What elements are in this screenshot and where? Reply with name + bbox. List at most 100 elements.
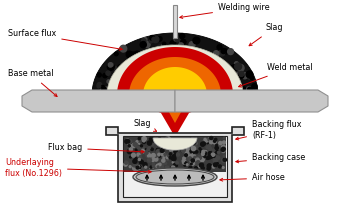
Circle shape (179, 87, 183, 91)
Circle shape (215, 87, 220, 92)
Circle shape (144, 78, 150, 85)
Circle shape (135, 158, 137, 160)
Circle shape (107, 63, 114, 70)
Circle shape (139, 157, 142, 161)
Text: Backing case: Backing case (236, 153, 305, 163)
Circle shape (159, 47, 164, 53)
Circle shape (160, 83, 163, 87)
Circle shape (189, 153, 193, 157)
Circle shape (195, 142, 197, 143)
Circle shape (201, 150, 204, 154)
Circle shape (181, 75, 188, 81)
Circle shape (212, 78, 216, 82)
Circle shape (163, 141, 166, 143)
Circle shape (148, 154, 151, 157)
Circle shape (128, 140, 132, 143)
Circle shape (161, 44, 166, 49)
Circle shape (150, 36, 155, 40)
Circle shape (177, 56, 182, 60)
Circle shape (188, 157, 192, 161)
Circle shape (130, 56, 136, 62)
Circle shape (186, 155, 189, 158)
Circle shape (169, 153, 172, 155)
Circle shape (196, 161, 200, 164)
Circle shape (156, 150, 160, 153)
Polygon shape (106, 127, 244, 202)
Circle shape (216, 152, 217, 154)
Circle shape (227, 65, 233, 71)
Circle shape (125, 162, 128, 166)
Circle shape (139, 160, 142, 162)
Circle shape (196, 67, 200, 71)
Circle shape (174, 141, 175, 143)
Circle shape (173, 155, 175, 158)
Circle shape (184, 164, 186, 166)
Circle shape (172, 161, 174, 163)
Circle shape (209, 87, 214, 93)
Circle shape (156, 148, 159, 151)
Circle shape (152, 37, 156, 42)
Circle shape (197, 92, 201, 96)
Circle shape (211, 153, 215, 156)
Circle shape (177, 89, 184, 95)
Text: Welding wire: Welding wire (180, 3, 270, 18)
Circle shape (174, 59, 180, 65)
Circle shape (178, 68, 183, 73)
Circle shape (160, 149, 164, 152)
Circle shape (149, 79, 156, 86)
Circle shape (122, 78, 128, 83)
Circle shape (189, 82, 194, 86)
Circle shape (170, 87, 174, 90)
Circle shape (165, 46, 171, 53)
Circle shape (166, 137, 170, 141)
Circle shape (189, 47, 195, 53)
Text: Backing flux
(RF-1): Backing flux (RF-1) (236, 120, 301, 140)
Circle shape (138, 158, 140, 161)
Circle shape (145, 87, 150, 93)
Circle shape (143, 38, 147, 41)
Circle shape (190, 151, 194, 154)
Circle shape (177, 140, 180, 143)
Circle shape (100, 85, 105, 91)
Circle shape (163, 85, 169, 91)
Circle shape (237, 64, 244, 71)
Circle shape (215, 146, 218, 150)
Circle shape (183, 149, 185, 151)
Circle shape (194, 83, 200, 90)
Circle shape (156, 82, 163, 88)
Circle shape (198, 164, 202, 168)
Circle shape (133, 159, 137, 163)
Circle shape (201, 153, 204, 156)
Circle shape (170, 41, 176, 46)
Circle shape (191, 80, 198, 87)
Circle shape (207, 167, 210, 170)
Circle shape (187, 79, 190, 82)
Circle shape (202, 142, 205, 145)
Circle shape (174, 149, 177, 152)
Circle shape (125, 87, 130, 91)
Circle shape (195, 161, 199, 165)
Circle shape (202, 151, 204, 154)
Circle shape (140, 153, 142, 155)
Circle shape (165, 138, 168, 141)
Bar (124, 137, 226, 172)
Circle shape (206, 78, 212, 84)
Circle shape (141, 149, 145, 152)
Circle shape (164, 78, 170, 85)
Circle shape (252, 84, 257, 89)
Circle shape (120, 45, 127, 52)
Circle shape (219, 141, 222, 145)
Circle shape (149, 166, 152, 168)
Circle shape (160, 54, 164, 58)
Circle shape (180, 77, 183, 81)
Polygon shape (117, 47, 233, 137)
Circle shape (160, 162, 164, 166)
Circle shape (134, 159, 135, 161)
Circle shape (210, 140, 214, 143)
Circle shape (201, 142, 205, 146)
Circle shape (124, 78, 130, 83)
Circle shape (218, 146, 221, 149)
Circle shape (143, 83, 148, 88)
Circle shape (169, 156, 171, 159)
Circle shape (168, 143, 171, 147)
